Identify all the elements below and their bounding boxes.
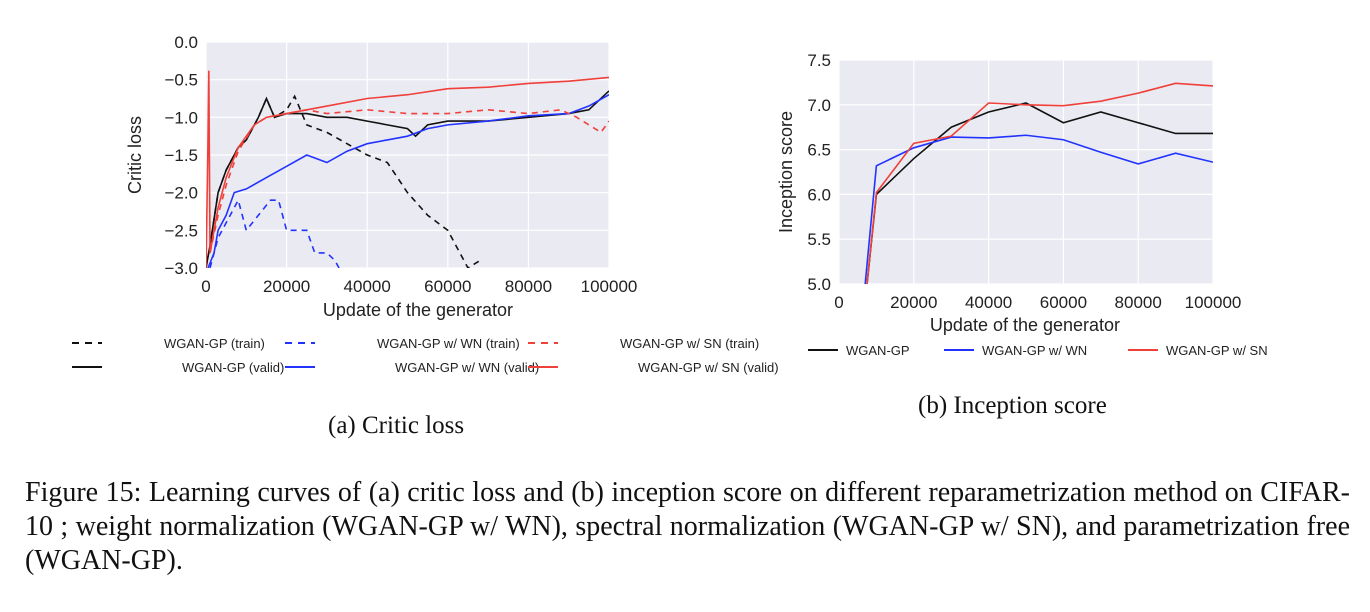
- y-tick-label: 0.0: [174, 33, 198, 52]
- series-lines: [864, 82, 1213, 284]
- y-tick-label: −0.5: [164, 71, 198, 90]
- y-tick-label: 5.5: [807, 230, 831, 249]
- series-line-wgan-gp-w-wn: [864, 134, 1213, 284]
- y-tick-label: 7.5: [807, 51, 831, 70]
- chart-critic-loss: 0 20000 40000 60000 80000 100000 0.0 −0.5 −1.0 −1…: [72, 33, 779, 375]
- y-tick-label: −1.5: [164, 146, 198, 165]
- series-lines: [206, 70, 609, 268]
- y-axis-label: Critic loss: [125, 116, 145, 194]
- x-tick-label: 40000: [344, 277, 391, 296]
- x-tick-label: 100000: [581, 277, 638, 296]
- legend-item: WGAN-GP: [808, 343, 910, 358]
- legend-label: WGAN-GP w/ WN (valid): [395, 360, 539, 375]
- legend-label: WGAN-GP: [846, 343, 910, 358]
- x-axis-label: Update of the generator: [930, 315, 1120, 335]
- legend-label: WGAN-GP w/ SN (valid): [638, 360, 779, 375]
- x-tick-label: 40000: [965, 293, 1012, 312]
- legend-item: WGAN-GP (train): [72, 336, 265, 351]
- series-line-wgan-gp-w-sn-train-: [209, 108, 609, 254]
- x-tick-label: 80000: [505, 277, 552, 296]
- chart-inception-score: 0 20000 40000 60000 80000 100000 5.0 5.5 6.0 6.5 7…: [776, 51, 1268, 358]
- legend-item: WGAN-GP (valid): [72, 360, 284, 375]
- legend-item: WGAN-GP w/ SN (valid): [528, 360, 779, 375]
- y-tick-label: 6.5: [807, 141, 831, 160]
- series-line-wgan-gp-w-sn: [866, 82, 1213, 284]
- y-tick-label: 5.0: [807, 275, 831, 294]
- series-line-wgan-gp-w-wn-valid-: [207, 94, 609, 268]
- legend-item: WGAN-GP w/ WN: [944, 343, 1087, 358]
- y-tick-label: −2.0: [164, 184, 198, 203]
- y-tick-label: −3.0: [164, 259, 198, 278]
- series-line-wgan-gp-w-sn-valid-: [206, 70, 609, 268]
- y-tick-label: −1.0: [164, 108, 198, 127]
- legend-label: WGAN-GP w/ WN: [982, 343, 1087, 358]
- legend-label: WGAN-GP w/ SN (train): [620, 336, 759, 351]
- legend-item: WGAN-GP w/ WN (valid): [285, 360, 539, 375]
- legend-item: WGAN-GP w/ WN (train): [285, 336, 520, 351]
- x-tick-label: 60000: [424, 277, 471, 296]
- legend-label: WGAN-GP w/ WN (train): [377, 336, 520, 351]
- subcaption-a: (a) Critic loss: [328, 412, 465, 439]
- x-tick-label: 0: [201, 277, 210, 296]
- x-tick-label: 60000: [1040, 293, 1087, 312]
- x-tick-label: 20000: [263, 277, 310, 296]
- series-line-wgan-gp-w-wn-train-: [209, 198, 340, 268]
- legend-item: WGAN-GP w/ SN: [1128, 343, 1268, 358]
- x-tick-label: 20000: [890, 293, 937, 312]
- subcaption-b: (b) Inception score: [918, 392, 1107, 419]
- legend-label: WGAN-GP w/ SN: [1166, 343, 1268, 358]
- legend-item: WGAN-GP w/ SN (train): [528, 336, 759, 351]
- series-line-wgan-gp: [866, 102, 1213, 284]
- legend-label: WGAN-GP (valid): [182, 360, 284, 375]
- y-tick-label: 6.0: [807, 185, 831, 204]
- y-axis-label: Inception score: [776, 111, 796, 233]
- y-tick-label: −2.5: [164, 221, 198, 240]
- x-tick-label: 0: [834, 293, 843, 312]
- plot-area: [839, 60, 1213, 284]
- figure-caption: Figure 15: Learning curves of (a) critic…: [25, 477, 1350, 576]
- x-tick-label: 100000: [1185, 293, 1242, 312]
- x-tick-label: 80000: [1115, 293, 1162, 312]
- x-axis-label: Update of the generator: [323, 300, 513, 320]
- legend-label: WGAN-GP (train): [164, 336, 265, 351]
- y-tick-label: 7.0: [807, 96, 831, 115]
